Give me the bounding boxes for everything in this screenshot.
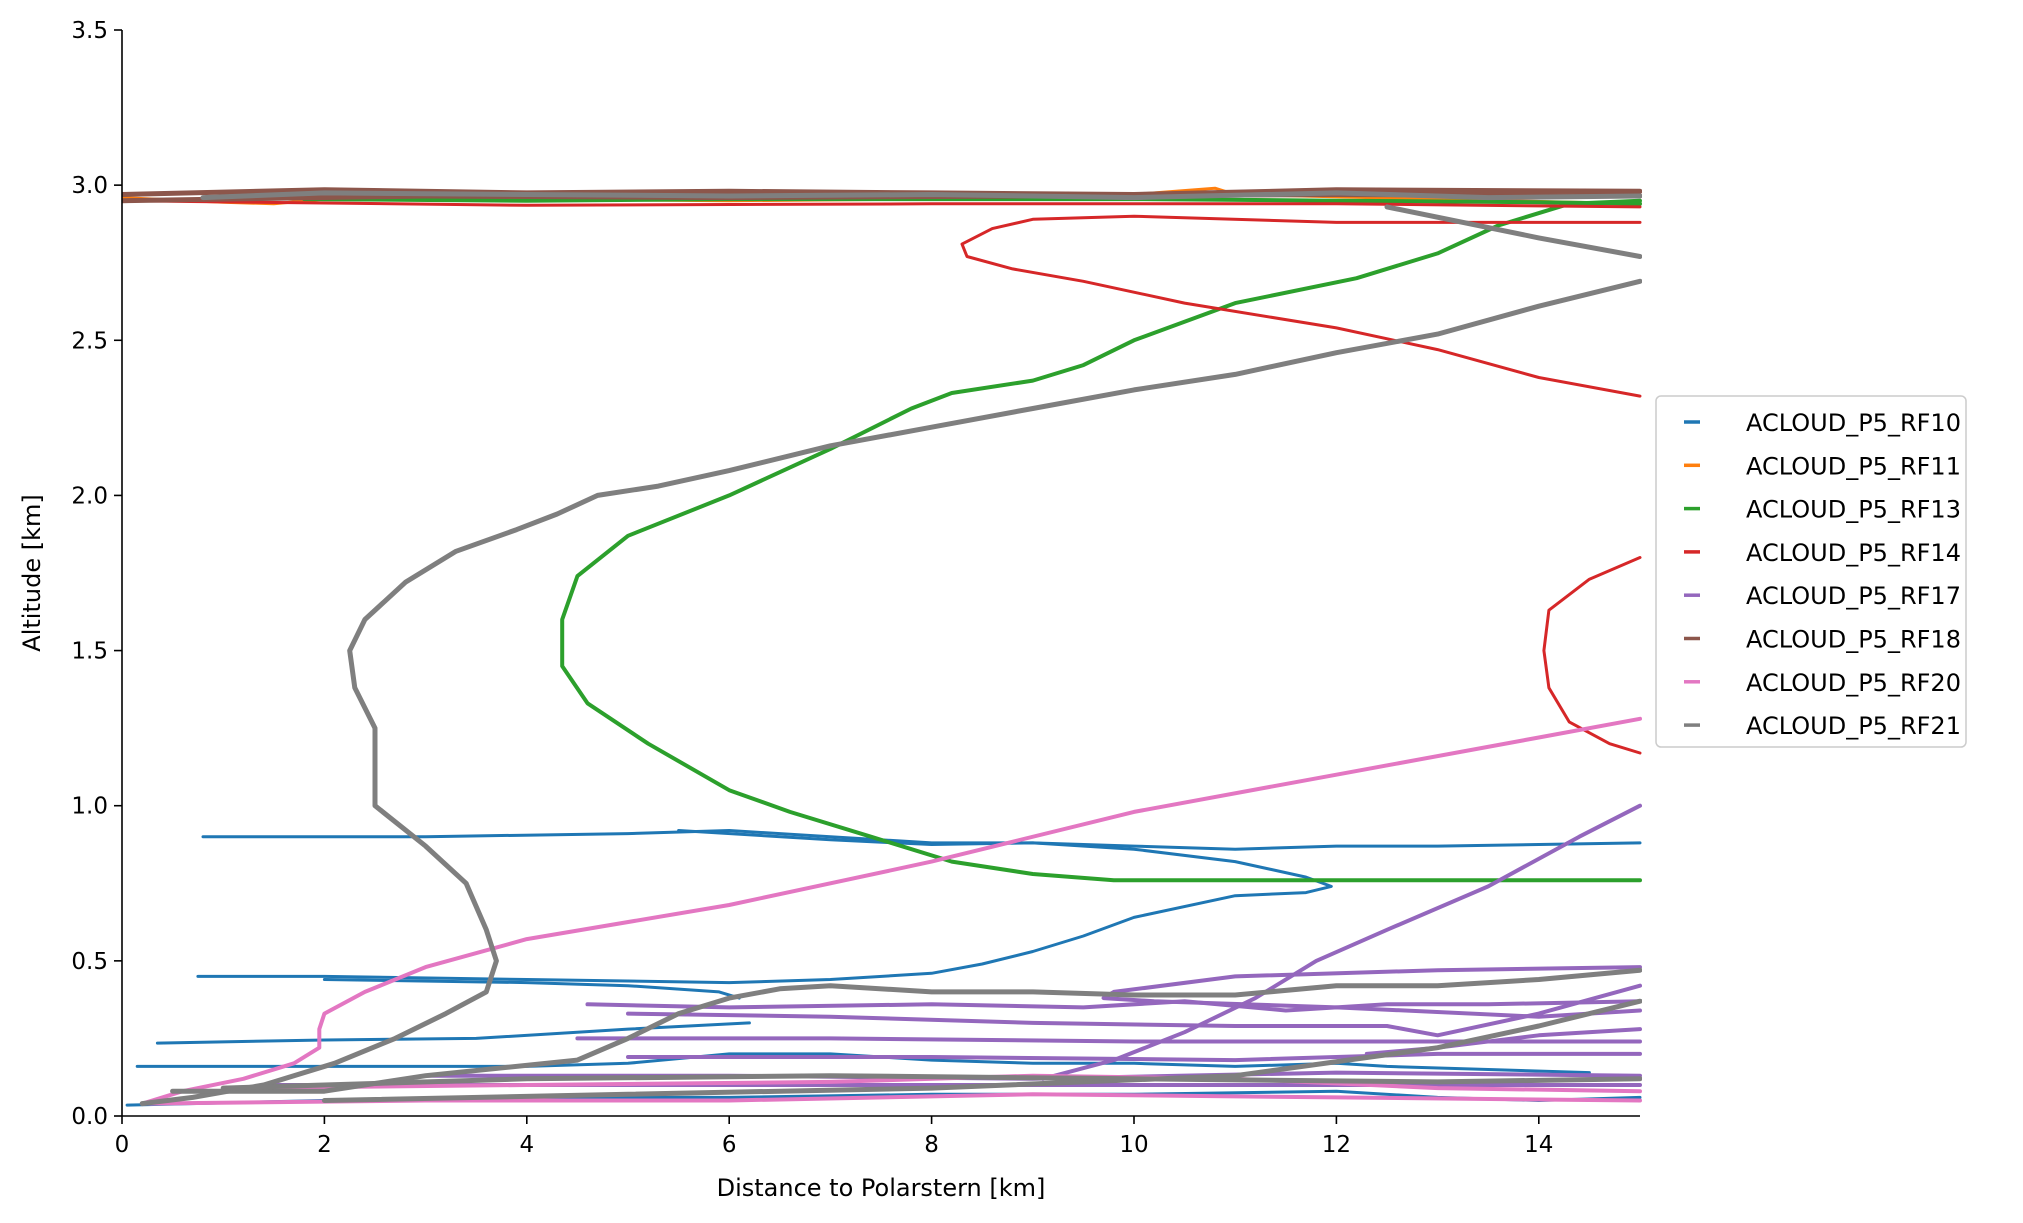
x-tick-label: 8 <box>924 1132 939 1158</box>
y-tick-label: 1.5 <box>71 639 108 665</box>
series-line-acloud_p5_rf10-1 <box>196 829 1333 985</box>
legend-label: ACLOUD_P5_RF21 <box>1746 712 1961 740</box>
series-line-acloud_p5_rf21-5 <box>220 1073 1642 1091</box>
legend-label: ACLOUD_P5_RF10 <box>1746 409 1961 437</box>
series-line-acloud_p5_rf17-2 <box>1101 965 1642 1019</box>
series-line-acloud_p5_rf17-3 <box>626 983 1642 1038</box>
series-ACLOUD_P5_RF13 <box>302 197 1642 883</box>
series-line-acloud_p5_rf18-0 <box>122 187 1642 197</box>
series-ACLOUD_P5_RF21 <box>139 190 1642 1107</box>
legend-label: ACLOUD_P5_RF11 <box>1746 452 1961 480</box>
y-ticks: 0.0 0.5 1.0 1.5 2.0 2.5 3.0 3.5 <box>71 18 122 1130</box>
series-line-acloud_p5_rf21-4 <box>321 998 1642 1103</box>
x-axis-label: Distance to Polarstern [km] <box>717 1174 1046 1202</box>
legend: ACLOUD_P5_RF10 ACLOUD_P5_RF11 ACLOUD_P5_RF… <box>1655 395 1967 748</box>
x-tick-label: 2 <box>317 1132 332 1158</box>
series-line-acloud_p5_rf14-1 <box>960 214 1642 398</box>
y-tick-label: 2.0 <box>71 483 108 509</box>
y-tick-label: 3.5 <box>71 18 108 44</box>
series-line-acloud_p5_rf13-0 <box>302 197 1642 206</box>
legend-label: ACLOUD_P5_RF14 <box>1746 539 1961 567</box>
y-tick-label: 0.0 <box>71 1104 108 1130</box>
series-line-acloud_p5_rf20-0 <box>140 716 1642 1106</box>
series-ACLOUD_P5_RF14 <box>122 199 1642 755</box>
x-tick-label: 6 <box>722 1132 737 1158</box>
series-line-acloud_p5_rf13-1 <box>560 198 1642 883</box>
legend-label: ACLOUD_P5_RF20 <box>1746 669 1961 697</box>
y-axis-label: Altitude [km] <box>18 494 46 651</box>
x-ticks: 0 2 4 6 8 10 12 14 <box>115 1116 1553 1158</box>
legend-label: ACLOUD_P5_RF13 <box>1746 496 1961 524</box>
plot-lines <box>122 186 1642 1107</box>
series-ACLOUD_P5_RF20 <box>140 716 1642 1106</box>
series-line-acloud_p5_rf21-0 <box>200 190 1642 201</box>
series-line-acloud_p5_rf10-3 <box>155 1021 751 1045</box>
legend-label: ACLOUD_P5_RF18 <box>1746 626 1961 654</box>
y-tick-label: 2.5 <box>71 328 108 354</box>
series-line-acloud_p5_rf21-2 <box>139 278 1642 1107</box>
legend-items: ACLOUD_P5_RF10 ACLOUD_P5_RF11 ACLOUD_P5_RF… <box>1684 409 1961 740</box>
series-line-acloud_p5_rf10-2 <box>322 978 741 1000</box>
series-line-acloud_p5_rf21-1 <box>1384 204 1642 259</box>
axes: 0 2 4 6 8 10 12 14 0.0 0.5 1.0 1.5 2.0 2.5 3.0 3.5 Dis… <box>18 18 1640 1202</box>
x-tick-label: 14 <box>1524 1132 1553 1158</box>
legend-label: ACLOUD_P5_RF17 <box>1746 582 1961 610</box>
series-line-acloud_p5_rf14-2 <box>1542 556 1642 755</box>
y-tick-label: 1.0 <box>71 794 108 820</box>
legend-frame <box>1655 395 1967 748</box>
x-tick-label: 4 <box>519 1132 534 1158</box>
x-tick-label: 10 <box>1119 1132 1148 1158</box>
series-line-acloud_p5_rf17-4 <box>575 1036 1642 1044</box>
series-line-acloud_p5_rf17-1 <box>585 999 1642 1013</box>
series-line-acloud_p5_rf21-3 <box>170 967 1642 1094</box>
series-line-acloud_p5_rf14-0 <box>122 199 1642 209</box>
y-tick-label: 0.5 <box>71 949 108 975</box>
series-line-acloud_p5_rf17-5 <box>626 1051 1642 1063</box>
y-tick-label: 3.0 <box>71 173 108 199</box>
x-tick-label: 12 <box>1322 1132 1351 1158</box>
series-line-acloud_p5_rf17-0 <box>1040 803 1642 1081</box>
x-tick-label: 0 <box>115 1132 130 1158</box>
